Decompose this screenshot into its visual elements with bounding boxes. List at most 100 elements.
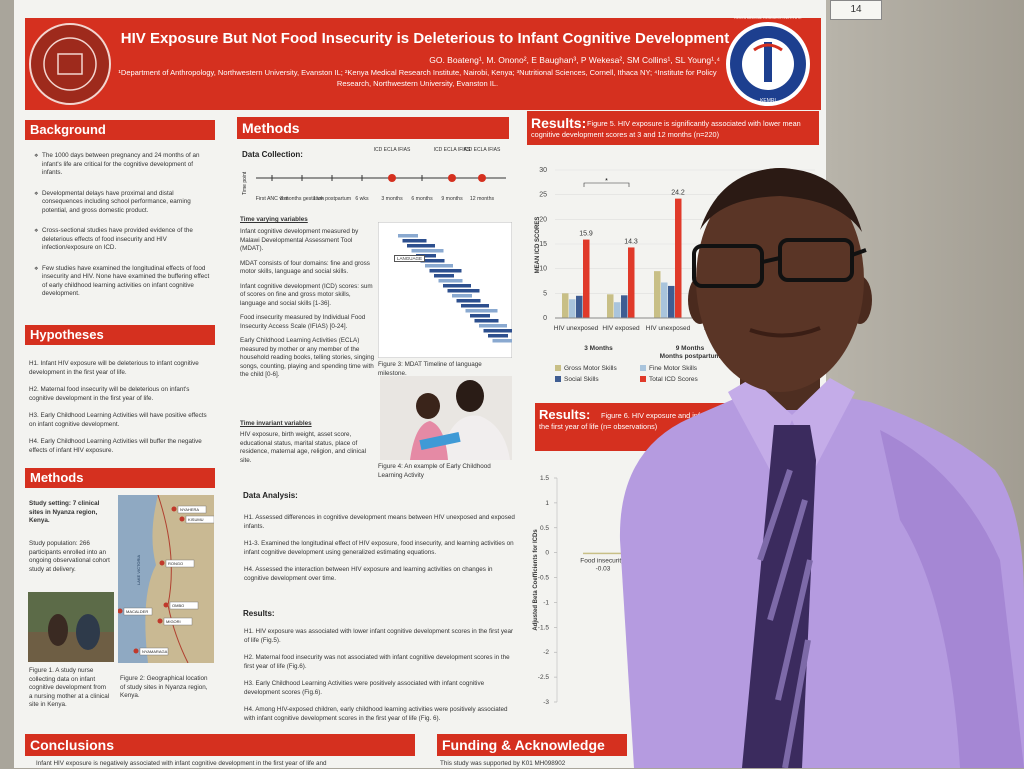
analysis-text: H1. Assessed differences in cognitive de… xyxy=(244,514,516,592)
site-marker xyxy=(171,506,177,512)
result-item: H4. Among HIV-exposed children, early ch… xyxy=(244,706,508,722)
timeline-label: 6 months xyxy=(411,196,433,202)
background-item: Developmental delays have proximal and d… xyxy=(34,190,212,216)
figure1-photo xyxy=(28,592,114,662)
section-heading: Methods xyxy=(25,468,215,488)
y-tick-label: -2 xyxy=(543,649,549,656)
x-tick-label: HIV exposed xyxy=(602,325,640,332)
site-marker xyxy=(159,560,165,566)
site-marker xyxy=(157,618,163,624)
bar xyxy=(654,271,661,318)
background-item: Cross-sectional studies have provided ev… xyxy=(34,227,212,253)
funding-text: This study was supported by K01 MH098902 xyxy=(440,760,566,767)
map-label: OMBO xyxy=(172,603,184,608)
data-collection-heading: Data Collection: xyxy=(242,150,303,159)
y-tick-label: 0.5 xyxy=(540,525,549,532)
bar xyxy=(668,285,675,318)
y-tick-label: 5 xyxy=(543,290,547,297)
section-heading: Methods xyxy=(237,117,509,139)
analysis-item: H1-3. Examined the longitudinal effect o… xyxy=(244,540,514,556)
value-label: 24.2 xyxy=(671,190,685,197)
section-heading: Conclusions xyxy=(25,734,415,756)
y-tick-label: 25 xyxy=(539,192,547,199)
y-tick-label: 15 xyxy=(539,241,547,248)
group-label: 3 Months xyxy=(584,345,613,352)
figure6-chart: 1.5 1 0.5 0 -0.5 -1 -1.5 -2 -2.5 -3 Adjusted Beta … xyxy=(533,475,626,706)
measure-marker xyxy=(388,174,396,182)
bar xyxy=(675,198,682,318)
y-tick-label: 1 xyxy=(545,500,549,507)
figure3-image xyxy=(378,222,512,358)
bar xyxy=(607,294,614,318)
section-heading: Background xyxy=(25,120,215,140)
map-label-box xyxy=(169,601,199,610)
methods-paragraph: MDAT consists of four domains: fine and … xyxy=(240,259,370,276)
title-banner xyxy=(25,18,821,110)
value-label: 14.3 xyxy=(624,238,638,245)
milestone-bar xyxy=(474,319,499,323)
y-axis-label: MEAN ICD SCORES xyxy=(535,217,541,274)
milestone-bar xyxy=(402,239,427,243)
figure5-heading-box xyxy=(527,111,819,145)
timeline-label: 3 months xyxy=(381,196,403,202)
hypothesis: H4. Early Childhood Learning Activities … xyxy=(29,438,202,454)
map-label: KISUMU xyxy=(188,517,204,522)
milestone-bar xyxy=(425,264,453,268)
map-label: MACALDER xyxy=(126,609,148,614)
time-point-label: Time point xyxy=(242,171,248,195)
site-marker xyxy=(163,602,169,608)
analysis-list: H1. Assessed differences in cognitive de… xyxy=(244,514,516,583)
milestone-bar xyxy=(398,234,418,238)
milestone-bar xyxy=(479,324,507,328)
methods-paragraph: Early Childhood Learning Activities (ECL… xyxy=(240,337,375,378)
timeline-label: 8 months gestation xyxy=(280,196,324,202)
x-tick-label: HIV unexposed xyxy=(554,325,599,332)
milestone-bar xyxy=(443,284,471,288)
results-text: H1. HIV exposure was associated with low… xyxy=(244,628,520,732)
bar xyxy=(614,302,621,318)
legend-label: Social Skills xyxy=(564,376,599,383)
kemri-name: KEMRI xyxy=(760,98,776,104)
map-label: LAKE VICTORIA xyxy=(136,555,141,585)
legend-label: Gross Motor Skills xyxy=(564,365,617,372)
affiliations: ¹Department of Anthropology, Northwester… xyxy=(118,68,717,89)
y-tick-label: -1 xyxy=(543,599,549,606)
figure4-photo xyxy=(380,376,512,460)
study-setting: Study setting: 7 clinical sites in Nyanz… xyxy=(29,500,100,524)
figure5-caption: Figure 5. HIV exposure is significantly … xyxy=(531,119,801,139)
group-label: 9 Months xyxy=(676,345,705,352)
authors: GO. Boateng¹, M. Onono², E Baughan³, P W… xyxy=(429,55,720,65)
section-heading: Hypotheses xyxy=(25,325,215,345)
site-marker xyxy=(133,648,139,654)
measure-label: ICD ECLA IFIAS xyxy=(374,147,411,153)
hypotheses-text: H1. Infant HIV exposure will be deleteri… xyxy=(29,360,214,464)
legend-swatch xyxy=(640,376,646,382)
result-item: H3. Early Childhood Learning Activities … xyxy=(244,680,485,696)
milestone-bar xyxy=(411,249,444,253)
map-label-box xyxy=(139,647,169,656)
y-tick-label: 0 xyxy=(545,550,549,557)
milestone-bar xyxy=(429,269,462,273)
background-item: The 1000 days between pregnancy and 24 m… xyxy=(34,152,212,178)
milestone-bar xyxy=(420,259,445,263)
milestone-bar xyxy=(488,334,508,338)
figure3-label: LANGUAGE xyxy=(394,255,426,262)
legend-swatch xyxy=(555,376,561,382)
kemri-full-name: KENYA MEDICAL RESEARCH INSTITUTE xyxy=(734,16,802,20)
bar xyxy=(583,552,623,555)
map-label-box xyxy=(163,617,193,626)
site-marker xyxy=(118,608,123,614)
milestone-bar xyxy=(407,244,435,248)
map-label: NYAHERA xyxy=(180,507,199,512)
analysis-item: H4. Assessed the interaction between HIV… xyxy=(244,566,493,582)
value-label: 15.9 xyxy=(579,231,593,238)
background-item: Few studies have examined the longitudin… xyxy=(34,265,212,299)
result-item: H2. Maternal food insecurity was not ass… xyxy=(244,654,510,670)
y-axis-label: Adjusted Beta Coefficients for ICDs xyxy=(533,529,539,631)
bar xyxy=(628,247,635,318)
map-label-box xyxy=(123,607,153,616)
hypothesis: H1. Infant HIV exposure will be deleteri… xyxy=(29,360,199,376)
map-label: NYAMARAGA xyxy=(142,649,168,654)
y-tick-label: 10 xyxy=(539,266,547,273)
